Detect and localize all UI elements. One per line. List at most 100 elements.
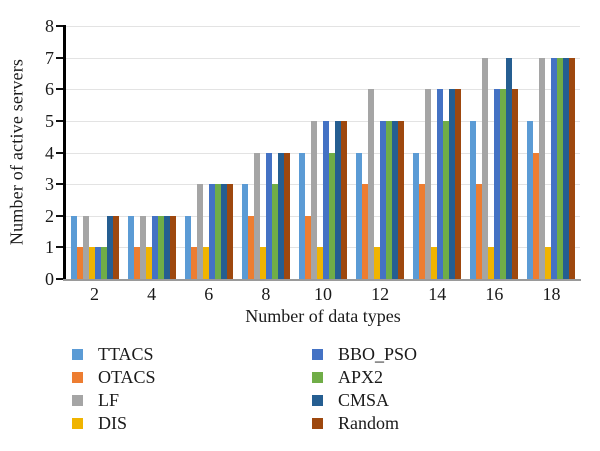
legend-item-apx2: APX2 — [312, 366, 417, 389]
y-tick-label: 0 — [45, 269, 54, 289]
x-tick-label: 18 — [542, 284, 561, 304]
bar-otacs-8 — [247, 215, 254, 279]
bar-cmsa-16 — [506, 57, 513, 279]
bar-lf-6 — [196, 184, 203, 279]
bar-otacs-6 — [190, 247, 197, 279]
bar-apx2-10 — [328, 152, 335, 279]
bar-group-2 — [66, 26, 123, 279]
x-axis-title: Number of data types — [245, 306, 401, 326]
gridline — [66, 57, 580, 59]
bar-random-4 — [169, 215, 176, 279]
bar-otacs-14 — [419, 184, 426, 279]
bar-group-12 — [352, 26, 409, 279]
legend-item-dis: DIS — [72, 412, 156, 435]
bar-group-18 — [523, 26, 580, 279]
bar-dis-8 — [259, 247, 266, 279]
bar-ttacs-6 — [184, 215, 191, 279]
bar-random-18 — [569, 57, 576, 279]
legend-label: BBO_PSO — [338, 344, 418, 364]
bar-otacs-16 — [476, 184, 483, 279]
bar-dis-16 — [488, 247, 495, 279]
bar-random-2 — [112, 215, 119, 279]
bar-ttacs-16 — [470, 120, 477, 279]
gridline — [66, 26, 580, 27]
gridline — [66, 89, 580, 91]
y-tick-mark — [56, 151, 63, 154]
bar-bbo_pso-4 — [151, 215, 158, 279]
y-tick-mark — [56, 246, 63, 249]
bar-bbo_pso-8 — [265, 152, 272, 279]
legend-label: DIS — [98, 413, 128, 433]
bar-bbo_pso-2 — [94, 247, 101, 279]
bar-group-16 — [466, 26, 523, 279]
y-tick-mark — [56, 278, 63, 280]
legend-swatch-icon — [72, 372, 83, 383]
y-tick-mark — [56, 183, 63, 186]
bar-dis-10 — [316, 247, 323, 279]
y-tick-label: 7 — [45, 47, 54, 68]
legend-swatch-icon — [72, 349, 83, 360]
bar-cmsa-6 — [220, 184, 227, 279]
bar-bbo_pso-16 — [494, 89, 501, 279]
legend-item-lf: LF — [72, 389, 156, 412]
bar-bbo_pso-10 — [322, 120, 329, 279]
bar-apx2-18 — [557, 57, 564, 279]
bar-lf-12 — [368, 89, 375, 279]
y-tick-mark — [56, 88, 63, 91]
bar-apx2-8 — [271, 184, 278, 279]
legend-label: TTACS — [98, 344, 154, 364]
bar-random-8 — [283, 152, 290, 279]
bar-lf-10 — [310, 120, 317, 279]
bar-cmsa-2 — [106, 215, 113, 279]
legend-label: Random — [338, 413, 399, 433]
bar-random-14 — [455, 89, 462, 279]
legend-item-ttacs: TTACS — [72, 343, 156, 366]
bar-lf-16 — [482, 57, 489, 279]
y-tick-label: 6 — [45, 79, 54, 100]
x-tick-label: 4 — [147, 284, 157, 304]
bar-otacs-12 — [362, 184, 369, 279]
x-tick-label: 16 — [485, 284, 504, 304]
x-tick-label: 10 — [314, 284, 332, 304]
x-tick-labels: 2 4 6 8 10 12 14 16 18 — [66, 284, 580, 308]
bar-ttacs-14 — [413, 152, 420, 279]
bar-cmsa-12 — [392, 120, 399, 279]
y-tick-mark — [56, 56, 63, 59]
bar-dis-4 — [145, 247, 152, 279]
legend-item-random: Random — [312, 412, 417, 435]
bar-apx2-14 — [443, 120, 450, 279]
bar-group-10 — [294, 26, 351, 279]
bar-apx2-16 — [500, 89, 507, 279]
legend-swatch-icon — [312, 372, 323, 383]
legend-label: OTACS — [98, 367, 156, 387]
bar-otacs-10 — [304, 215, 311, 279]
bar-ttacs-12 — [356, 152, 363, 279]
bar-lf-2 — [82, 215, 89, 279]
bar-cmsa-4 — [163, 215, 170, 279]
bar-cmsa-18 — [563, 57, 570, 279]
y-axis-title: Number of active servers — [6, 58, 27, 246]
bar-random-16 — [512, 89, 519, 279]
bar-cmsa-10 — [334, 120, 341, 279]
bar-bbo_pso-6 — [208, 184, 215, 279]
bar-lf-4 — [139, 215, 146, 279]
legend-item-bbo_pso: BBO_PSO — [312, 343, 417, 366]
y-tick-mark — [56, 25, 63, 27]
bar-otacs-2 — [76, 247, 83, 279]
bar-otacs-4 — [133, 247, 140, 279]
bar-lf-8 — [253, 152, 260, 279]
bar-otacs-18 — [533, 152, 540, 279]
y-tick-label: 2 — [45, 205, 54, 226]
bar-apx2-4 — [157, 215, 164, 279]
bar-group-8 — [237, 26, 294, 279]
bar-random-6 — [226, 184, 233, 279]
bars-container — [66, 26, 580, 279]
bar-bbo_pso-18 — [551, 57, 558, 279]
bar-apx2-12 — [386, 120, 393, 279]
bar-dis-18 — [545, 247, 552, 279]
y-tick-mark — [56, 119, 63, 122]
legend-label: CMSA — [338, 390, 390, 410]
bar-ttacs-4 — [127, 215, 134, 279]
legend-label: APX2 — [338, 367, 384, 387]
legend-column: TTACS OTACS LF DIS — [72, 343, 156, 435]
